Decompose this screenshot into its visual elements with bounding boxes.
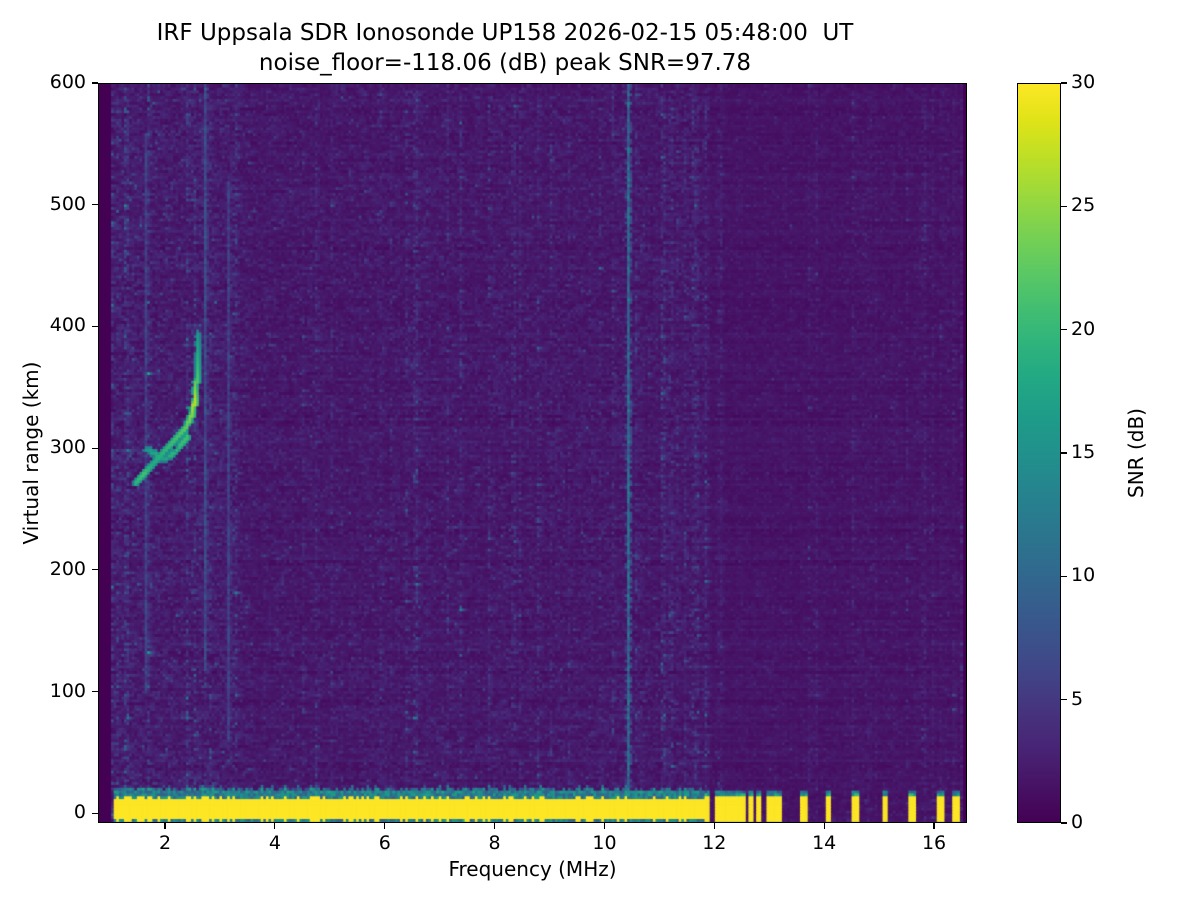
y-tick-mark [92,569,98,571]
colorbar-tick-label: 10 [1071,564,1096,587]
colorbar-tick-label: 25 [1071,194,1096,217]
colorbar[interactable] [1017,83,1061,823]
figure-title: IRF Uppsala SDR Ionosonde UP158 2026-02-… [0,18,1010,78]
colorbar-tick-mark [1061,329,1067,331]
x-tick-mark [933,823,935,829]
colorbar-tick-mark [1061,575,1067,577]
title-line-2: noise_floor=-118.06 (dB) peak SNR=97.78 [258,50,752,76]
colorbar-tick-mark [1061,82,1067,84]
x-tick-mark [384,823,386,829]
x-tick-label: 12 [702,832,727,854]
title-line-1: IRF Uppsala SDR Ionosonde UP158 2026-02-… [156,20,854,46]
y-tick-mark [92,690,98,693]
x-tick-mark [493,823,496,829]
y-tick-label: 100 [49,679,86,702]
ionogram-axes[interactable] [98,83,967,823]
y-tick-label: 600 [49,71,86,93]
x-tick-mark [603,823,606,829]
y-tick-mark [92,82,98,84]
y-axis-label: Virtual range (km) [19,361,43,545]
ionogram-heatmap [99,84,966,822]
colorbar-tick-mark [1061,822,1067,824]
colorbar-tick-label: 5 [1071,687,1084,710]
x-tick-label: 14 [812,832,837,854]
x-tick-label: 10 [592,832,617,854]
x-tick-mark [274,823,276,829]
y-tick-label: 400 [49,314,86,337]
x-tick-label: 8 [488,832,501,854]
colorbar-tick-mark [1061,452,1067,454]
colorbar-tick-label: 15 [1071,441,1096,463]
x-tick-label: 16 [921,832,947,854]
x-tick-mark [823,823,825,829]
colorbar-label: SNR (dB) [1124,408,1148,498]
colorbar-tick-label: 0 [1071,811,1084,833]
y-tick-label: 200 [49,557,86,580]
colorbar-tick-label: 20 [1071,317,1096,340]
x-axis-label: Frequency (MHz) [448,857,617,881]
colorbar-tick-label: 30 [1071,71,1096,93]
y-tick-mark [92,204,98,206]
y-tick-mark [92,447,98,449]
y-tick-mark [92,812,98,814]
x-tick-label: 2 [158,832,172,854]
x-tick-label: 4 [268,832,281,854]
y-tick-label: 300 [49,436,86,459]
colorbar-gradient [1018,84,1060,822]
x-tick-label: 6 [378,832,391,854]
y-tick-label: 0 [73,801,86,824]
y-tick-mark [92,325,98,327]
x-tick-mark [164,823,166,829]
y-tick-label: 500 [49,192,86,215]
colorbar-tick-mark [1061,699,1067,701]
x-tick-mark [713,823,715,829]
colorbar-tick-mark [1061,205,1067,207]
